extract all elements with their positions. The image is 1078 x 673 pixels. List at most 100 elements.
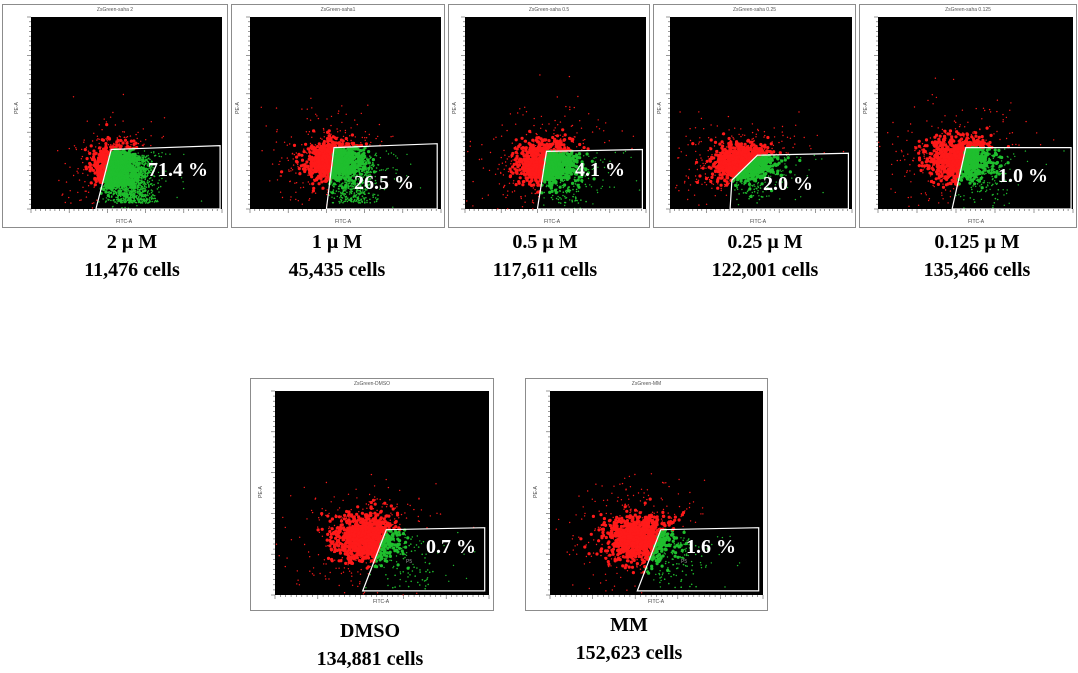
gated-cell-event xyxy=(349,193,351,195)
gated-cell-event xyxy=(110,200,112,202)
cell-event xyxy=(106,121,107,122)
cell-event xyxy=(97,138,98,139)
gated-cell-event xyxy=(127,200,129,202)
cell-event xyxy=(385,170,386,171)
gated-cell-event xyxy=(123,155,125,157)
cell-event xyxy=(366,137,367,138)
cell-event xyxy=(291,136,292,137)
cell-event xyxy=(92,149,95,152)
gated-cell-event xyxy=(141,155,143,157)
cell-event xyxy=(360,142,361,143)
gated-cell-event xyxy=(360,168,362,170)
cell-event xyxy=(145,139,146,140)
cell-event xyxy=(323,128,324,129)
cell-event xyxy=(504,169,505,170)
gated-cell-event xyxy=(362,160,364,162)
gated-cell-event xyxy=(134,184,136,186)
gated-cell-event xyxy=(346,184,348,186)
gated-cell-event xyxy=(136,182,138,184)
gated-cell-event xyxy=(138,201,140,203)
cell-event xyxy=(331,146,332,147)
cell-event xyxy=(508,156,509,157)
cell-event xyxy=(380,157,381,158)
cell-event xyxy=(148,155,149,156)
gated-cell-event xyxy=(145,159,147,161)
cell-event xyxy=(87,121,88,122)
cell-event xyxy=(598,119,599,120)
gated-cell-event xyxy=(146,155,148,157)
cell-event xyxy=(315,177,318,180)
cell-event xyxy=(392,207,393,208)
gated-cell-event xyxy=(130,181,132,183)
cell-event xyxy=(95,146,96,147)
gated-cell-event xyxy=(137,175,139,177)
cell-event xyxy=(325,160,328,163)
gated-cell-event xyxy=(145,186,147,188)
gated-cell-event xyxy=(106,189,108,191)
cell-event xyxy=(272,163,273,164)
gated-cell-event xyxy=(376,167,378,169)
gated-cell-event xyxy=(332,202,334,204)
gated-cell-event xyxy=(152,185,154,187)
gated-cell-event xyxy=(348,178,350,180)
gated-cell-event xyxy=(346,174,348,176)
gated-cell-event xyxy=(128,179,130,181)
x-axis-label: FITC-A xyxy=(335,219,351,225)
cell-event xyxy=(379,124,380,125)
gated-cell-event xyxy=(119,189,121,191)
cell-event xyxy=(106,197,107,198)
gated-cell-event xyxy=(351,186,353,188)
gated-cell-event xyxy=(116,199,118,201)
cell-event xyxy=(339,197,340,198)
gated-cell-event xyxy=(120,157,122,159)
cell-event xyxy=(586,152,589,155)
cell-event xyxy=(337,196,338,197)
cell-event xyxy=(515,124,516,125)
cell-event xyxy=(89,169,90,170)
gated-cell-event xyxy=(129,159,131,161)
gated-cell-event xyxy=(154,155,156,157)
cell-event xyxy=(323,142,326,145)
cell-event xyxy=(293,158,294,159)
cell-event xyxy=(92,183,93,184)
cell-event xyxy=(305,160,308,163)
gated-cell-event xyxy=(138,197,140,199)
cell-event xyxy=(151,152,152,153)
gated-cell-event xyxy=(358,200,360,202)
gated-cell-event xyxy=(143,199,145,201)
gated-cell-event xyxy=(353,159,355,161)
cell-event xyxy=(266,125,267,126)
gated-cell-event xyxy=(134,170,136,172)
gated-cell-event xyxy=(360,202,362,204)
gated-cell-event xyxy=(129,157,131,159)
scatter-plot: 4.1 % xyxy=(465,17,646,209)
gated-cell-event xyxy=(364,155,366,157)
cell-event xyxy=(293,144,296,147)
gated-cell-event xyxy=(157,182,159,184)
gated-cell-event xyxy=(157,201,159,203)
gated-cell-event xyxy=(143,196,145,198)
gated-cell-event xyxy=(343,178,345,180)
cell-event xyxy=(158,153,159,154)
gated-cell-event xyxy=(141,195,143,197)
cell-event xyxy=(277,129,278,130)
gated-cell-event xyxy=(340,193,342,195)
gated-cell-event xyxy=(123,198,125,200)
cell-event xyxy=(337,131,338,132)
gated-cell-event xyxy=(126,193,128,195)
cell-event xyxy=(122,141,125,144)
gated-cell-event xyxy=(114,170,116,172)
cell-event xyxy=(98,154,99,155)
cell-event xyxy=(96,165,99,168)
cell-event xyxy=(86,157,89,160)
cell-event xyxy=(393,154,394,155)
gated-cell-event xyxy=(139,191,141,193)
gated-cell-event xyxy=(364,201,366,203)
cell-event xyxy=(144,150,145,151)
cell-event xyxy=(323,132,324,133)
cell-event xyxy=(117,137,118,138)
cell-event xyxy=(350,140,351,141)
cell-event xyxy=(314,153,317,156)
gated-cell-event xyxy=(152,194,154,196)
gated-cell-event xyxy=(348,187,350,189)
